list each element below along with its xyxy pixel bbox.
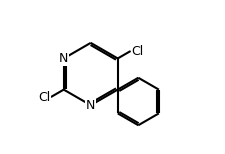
Text: N: N <box>86 99 95 112</box>
Text: Cl: Cl <box>38 91 50 103</box>
Text: Cl: Cl <box>131 45 143 58</box>
Text: N: N <box>59 52 68 65</box>
